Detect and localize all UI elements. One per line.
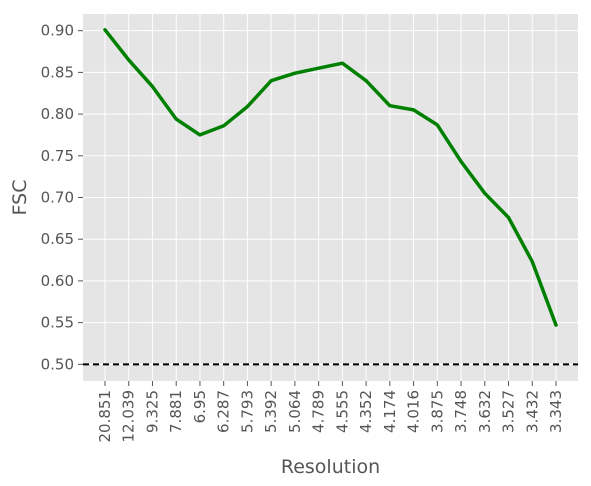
y-tick-label: 0.50 — [41, 355, 74, 373]
y-axis-ticks: 0.50 0.55 0.60 0.65 0.70 0.75 0.80 0.85 0.90 — [41, 22, 83, 373]
x-tick-label: 3.875 — [428, 390, 446, 433]
x-tick-label: 3.343 — [547, 390, 565, 433]
x-tick-label: 9.325 — [143, 390, 161, 433]
y-tick-label: 0.70 — [41, 189, 74, 207]
x-tick-label: 12.039 — [120, 390, 138, 443]
x-tick-label: 4.789 — [310, 390, 328, 433]
y-axis-label: FSC — [9, 180, 31, 216]
y-tick-label: 0.60 — [41, 272, 74, 290]
x-tick-label: 3.632 — [476, 390, 494, 433]
x-tick-label: 3.432 — [523, 390, 541, 433]
x-tick-label: 3.748 — [452, 390, 470, 433]
x-tick-label: 5.793 — [238, 390, 256, 433]
x-tick-label: 4.352 — [357, 390, 375, 433]
y-tick-label: 0.85 — [41, 63, 74, 81]
fsc-series-line — [103, 28, 558, 327]
y-tick-label: 0.90 — [41, 22, 74, 40]
x-tick-label: 5.064 — [286, 390, 304, 433]
x-tick-label: 3.527 — [500, 390, 518, 433]
x-tick-label: 4.555 — [333, 390, 351, 433]
x-axis-ticks: 20.851 12.039 9.325 7.881 6.95 6.287 5.793 5.39… — [96, 381, 565, 443]
x-tick-label: 4.016 — [405, 390, 423, 433]
y-tick-label: 0.65 — [41, 230, 74, 248]
x-tick-label: 4.174 — [381, 390, 399, 433]
x-tick-label: 5.392 — [262, 390, 280, 433]
x-tick-label: 6.95 — [191, 390, 209, 423]
y-tick-label: 0.80 — [41, 105, 74, 123]
x-axis-label: Resolution — [281, 456, 380, 478]
x-tick-label: 6.287 — [215, 390, 233, 433]
y-tick-label: 0.55 — [41, 314, 74, 332]
x-tick-label: 7.881 — [167, 390, 185, 433]
grid-lines — [83, 14, 578, 381]
y-tick-label: 0.75 — [41, 147, 74, 165]
x-tick-label: 20.851 — [96, 390, 114, 443]
